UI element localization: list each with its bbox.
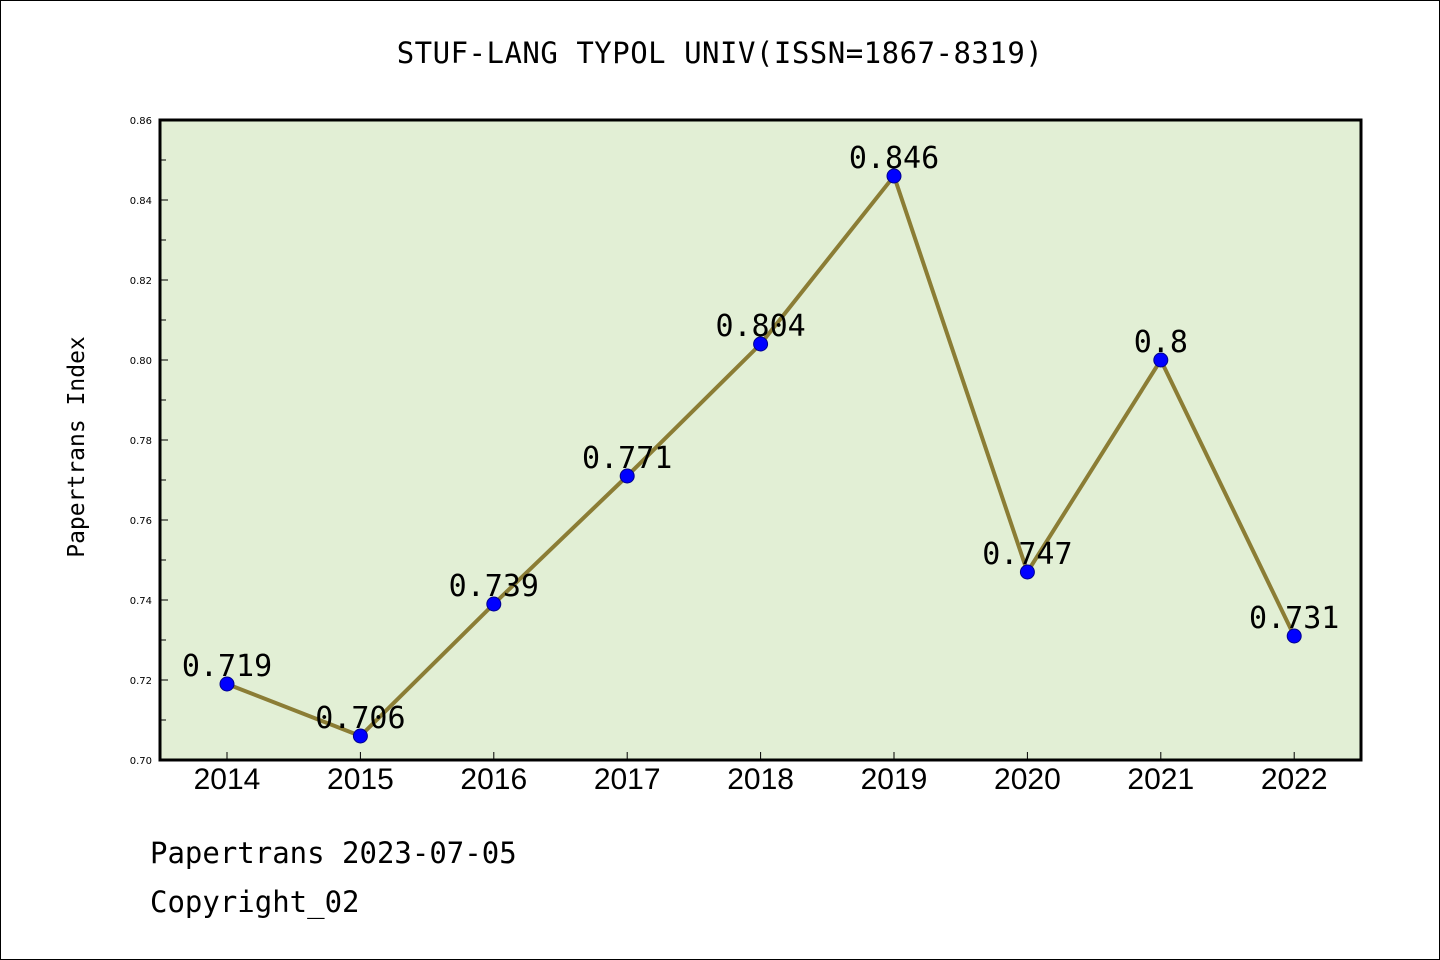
x-tick-label: 2020	[994, 763, 1061, 796]
x-tick-label: 2016	[460, 763, 527, 796]
y-axis: 0.70 0.72 0.74 0.76 0.78 0.80 0.82 0.84 0.86	[130, 116, 168, 767]
data-label: 0.846	[849, 141, 939, 176]
data-point	[1286, 628, 1302, 644]
data-label: 0.719	[182, 649, 272, 684]
chart-title: STUF-LANG TYPOL UNIV(ISSN=1867-8319)	[396, 36, 1044, 70]
plot-border	[158, 118, 1363, 762]
data-point	[486, 596, 502, 612]
y-tick-label: 0.80	[130, 356, 152, 367]
data-point	[753, 336, 769, 352]
x-tick-label: 2018	[727, 763, 794, 796]
data-label: 0.804	[715, 309, 805, 344]
data-label: 0.8	[1134, 325, 1188, 360]
x-tick-label: 2019	[861, 763, 928, 796]
x-axis: 2014 2015 2016 2017 2018 2019 2020 2021 2022	[194, 752, 1328, 796]
y-tick-label: 0.82	[130, 276, 152, 287]
y-tick-label: 0.86	[130, 116, 152, 127]
footer-source-date: Papertrans 2023-07-05	[150, 836, 517, 870]
x-tick-label: 2015	[327, 763, 394, 796]
data-label: 0.739	[449, 569, 539, 604]
footer-copyright: Copyright_02	[150, 885, 360, 919]
x-tick-label: 2014	[194, 763, 261, 796]
y-tick-label: 0.72	[130, 676, 152, 687]
x-tick-label: 2022	[1261, 763, 1328, 796]
data-point	[1019, 564, 1035, 580]
y-tick-label: 0.74	[130, 596, 152, 607]
data-labels: 0.719 0.706 0.739 0.771 0.804 0.846 0.747 0.8 0.…	[182, 141, 1340, 736]
data-label: 0.771	[582, 441, 672, 476]
data-label: 0.747	[982, 537, 1072, 572]
plot-area	[160, 120, 1361, 760]
data-point	[352, 728, 368, 744]
data-point	[1153, 352, 1169, 368]
y-tick-label: 0.70	[130, 756, 152, 767]
data-label: 0.706	[315, 701, 405, 736]
x-tick-label: 2017	[594, 763, 661, 796]
y-tick-label: 0.78	[130, 436, 152, 447]
y-tick-label: 0.76	[130, 516, 152, 527]
data-point	[619, 468, 635, 484]
data-label: 0.731	[1249, 601, 1339, 636]
x-tick-label: 2021	[1127, 763, 1194, 796]
y-tick-label: 0.84	[130, 196, 152, 207]
data-point	[886, 168, 902, 184]
data-point	[219, 676, 235, 692]
data-markers	[219, 168, 1302, 744]
